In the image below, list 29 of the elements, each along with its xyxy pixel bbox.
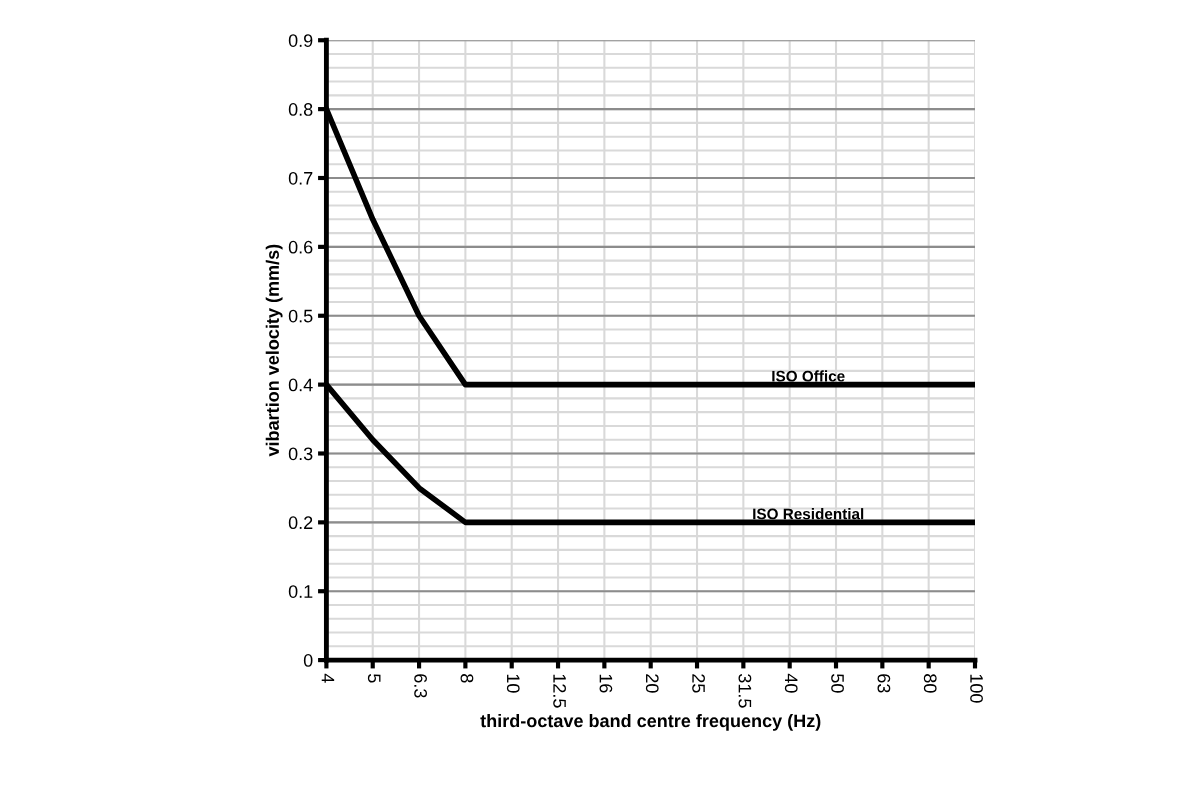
series-label: ISO Residential: [753, 508, 864, 520]
y-tick-label: 0: [303, 654, 313, 667]
x-tick-label: 31.5: [738, 673, 752, 708]
x-tick-label: 25: [692, 674, 705, 693]
y-tick-label: 0.8: [288, 103, 313, 116]
x-tick-label: 40: [784, 673, 798, 693]
x-tick-label: 10: [506, 674, 520, 693]
y-tick-label: 0.2: [288, 516, 313, 530]
y-tick-label: 0.4: [288, 378, 313, 392]
y-tick-label: 0.7: [288, 171, 313, 185]
x-axis-title: third-octave band centre frequency (Hz): [480, 713, 821, 731]
x-tick-label: 80: [923, 674, 937, 693]
x-tick-label: 8: [460, 674, 474, 683]
x-tick-label: 6.3: [414, 674, 427, 698]
x-tick-label: 4: [321, 673, 335, 683]
x-tick-label: 12.5: [553, 674, 566, 708]
y-axis-title: vibartion velocity (mm/s): [265, 244, 283, 457]
x-tick-label: 5: [367, 674, 381, 683]
x-tick-label: 50: [831, 674, 844, 693]
x-tick-label: 16: [599, 674, 613, 693]
y-tick-label: 0.5: [288, 309, 313, 323]
y-tick-label: 0.1: [288, 585, 313, 598]
x-tick-label: 20: [645, 674, 659, 693]
x-tick-label: 100: [970, 674, 983, 703]
x-tick-label: 63: [877, 674, 891, 693]
series-label: ISO Office: [772, 370, 845, 382]
y-tick-label: 0.6: [288, 240, 313, 254]
y-tick-label: 0.3: [288, 447, 313, 461]
y-tick-label: 0.9: [288, 34, 313, 47]
